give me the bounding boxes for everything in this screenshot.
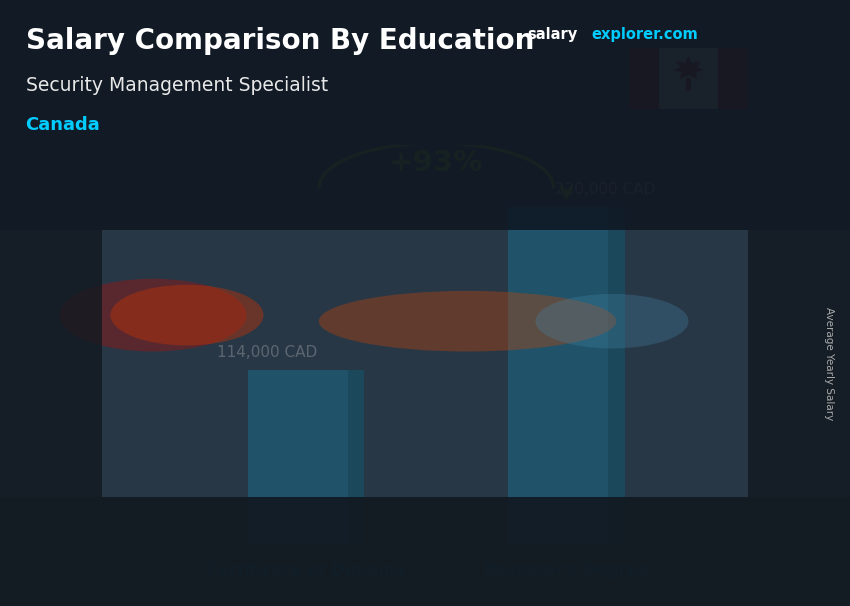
Bar — [686, 78, 691, 91]
Bar — [508, 207, 608, 545]
Text: Canada: Canada — [26, 116, 100, 135]
Text: Average Yearly Salary: Average Yearly Salary — [824, 307, 834, 420]
Text: Bachelor's Degree: Bachelor's Degree — [484, 564, 649, 578]
Polygon shape — [608, 207, 625, 545]
Text: 220,000 CAD: 220,000 CAD — [555, 182, 655, 197]
Polygon shape — [672, 56, 705, 79]
Bar — [248, 370, 348, 545]
Text: +93%: +93% — [389, 149, 484, 177]
Bar — [629, 48, 659, 109]
Text: explorer.com: explorer.com — [592, 27, 699, 42]
Text: Salary Comparison By Education: Salary Comparison By Education — [26, 27, 534, 55]
Text: salary: salary — [527, 27, 577, 42]
Bar — [718, 48, 748, 109]
Text: Certificate or Diploma: Certificate or Diploma — [207, 564, 406, 578]
Text: Security Management Specialist: Security Management Specialist — [26, 76, 328, 95]
Text: 114,000 CAD: 114,000 CAD — [218, 345, 317, 360]
Polygon shape — [348, 370, 365, 545]
